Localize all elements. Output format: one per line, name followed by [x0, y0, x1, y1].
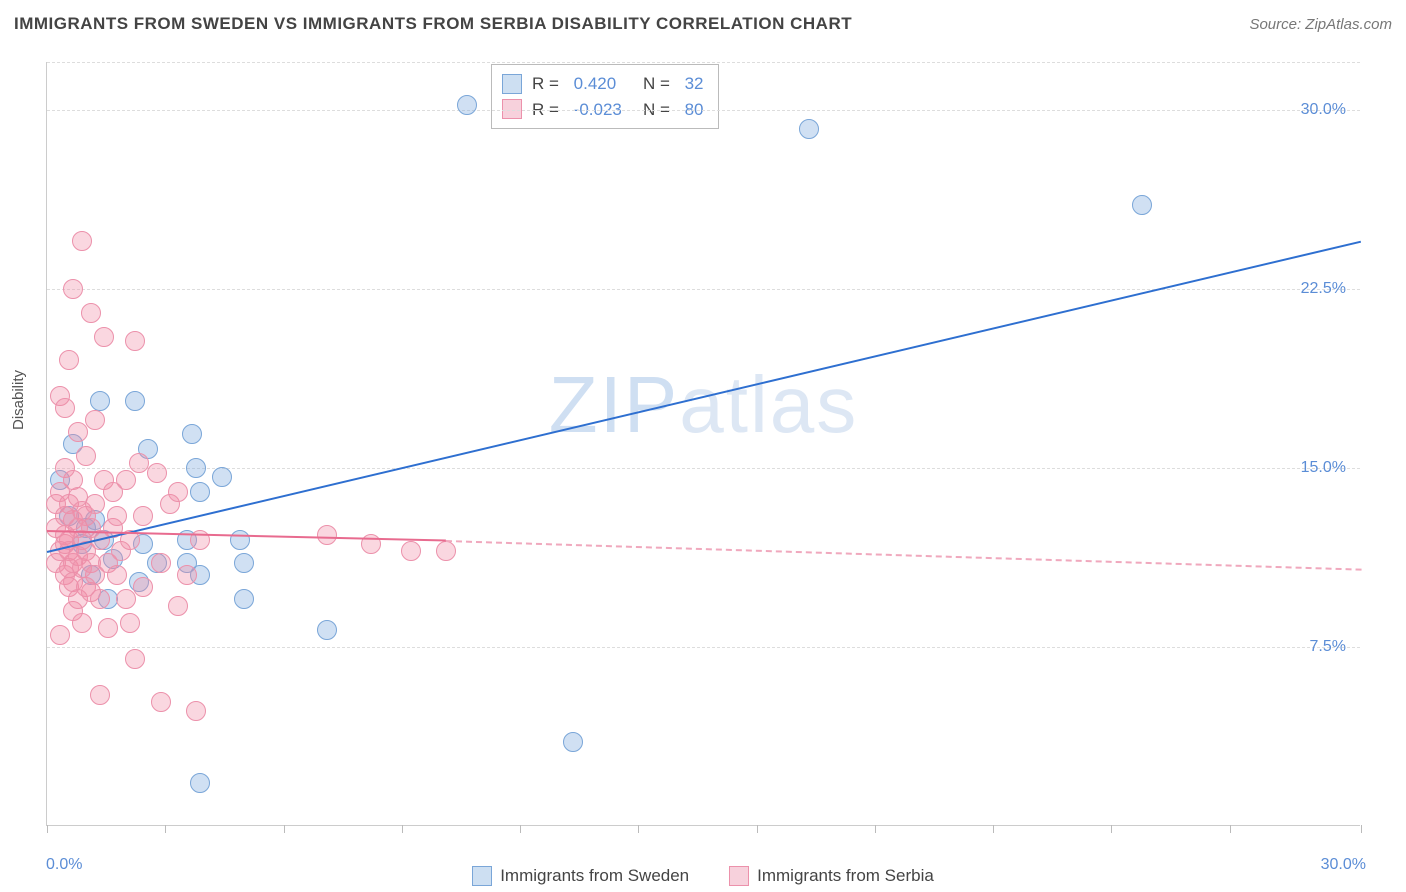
data-point	[72, 613, 92, 633]
legend-swatch	[502, 74, 522, 94]
data-point	[317, 620, 337, 640]
data-point	[85, 494, 105, 514]
x-tick	[1361, 825, 1362, 833]
stats-r-value: 0.420	[569, 71, 633, 97]
data-point	[168, 482, 188, 502]
data-point	[147, 463, 167, 483]
data-point	[50, 625, 70, 645]
legend-label: Immigrants from Serbia	[757, 866, 934, 886]
data-point	[81, 303, 101, 323]
gridline-h	[47, 110, 1360, 111]
stats-row: R = 0.420 N = 32	[502, 71, 704, 97]
legend-swatch	[472, 866, 492, 886]
data-point	[94, 327, 114, 347]
data-point	[90, 589, 110, 609]
data-point	[1132, 195, 1152, 215]
data-point	[76, 446, 96, 466]
legend-label: Immigrants from Sweden	[500, 866, 689, 886]
data-point	[799, 119, 819, 139]
data-point	[436, 541, 456, 561]
x-tick	[1230, 825, 1231, 833]
x-tick	[520, 825, 521, 833]
data-point	[68, 422, 88, 442]
data-point	[234, 553, 254, 573]
data-point	[72, 231, 92, 251]
data-point	[401, 541, 421, 561]
data-point	[563, 732, 583, 752]
data-point	[190, 773, 210, 793]
bottom-legend: Immigrants from Sweden Immigrants from Se…	[0, 866, 1406, 886]
data-point	[212, 467, 232, 487]
data-point	[85, 410, 105, 430]
gridline-h	[47, 468, 1360, 469]
data-point	[55, 398, 75, 418]
data-point	[457, 95, 477, 115]
y-axis-label: Disability	[10, 370, 27, 430]
data-point	[186, 458, 206, 478]
plot-area: ZIPatlas R = 0.420N = 32R = -0.023N = 80…	[46, 62, 1360, 826]
regression-line	[446, 540, 1361, 571]
data-point	[186, 701, 206, 721]
chart-title: IMMIGRANTS FROM SWEDEN VS IMMIGRANTS FRO…	[14, 14, 852, 34]
stats-n-value: 32	[680, 71, 704, 97]
data-point	[151, 553, 171, 573]
watermark-zip: ZIP	[549, 360, 679, 449]
data-point	[151, 692, 171, 712]
data-point	[230, 530, 250, 550]
data-point	[190, 530, 210, 550]
data-point	[168, 596, 188, 616]
data-point	[63, 279, 83, 299]
x-tick	[638, 825, 639, 833]
data-point	[107, 565, 127, 585]
x-tick	[993, 825, 994, 833]
y-tick-label: 15.0%	[1301, 459, 1346, 477]
stats-n-label: N =	[643, 71, 670, 97]
legend-item: Immigrants from Serbia	[729, 866, 934, 886]
chart-header: IMMIGRANTS FROM SWEDEN VS IMMIGRANTS FRO…	[14, 14, 1392, 34]
y-tick-label: 22.5%	[1301, 280, 1346, 298]
x-tick	[1111, 825, 1112, 833]
data-point	[120, 613, 140, 633]
x-tick	[757, 825, 758, 833]
data-point	[107, 506, 127, 526]
data-point	[190, 482, 210, 502]
x-tick	[875, 825, 876, 833]
data-point	[90, 685, 110, 705]
legend-item: Immigrants from Sweden	[472, 866, 689, 886]
gridline-h	[47, 62, 1360, 63]
x-tick	[47, 825, 48, 833]
data-point	[177, 565, 197, 585]
x-tick	[402, 825, 403, 833]
data-point	[116, 470, 136, 490]
legend-swatch	[729, 866, 749, 886]
data-point	[125, 331, 145, 351]
gridline-h	[47, 647, 1360, 648]
data-point	[98, 618, 118, 638]
watermark: ZIPatlas	[549, 359, 858, 451]
data-point	[133, 506, 153, 526]
stats-r-label: R =	[532, 71, 559, 97]
source-label: Source: ZipAtlas.com	[1249, 16, 1392, 33]
data-point	[125, 649, 145, 669]
data-point	[133, 577, 153, 597]
data-point	[90, 391, 110, 411]
y-tick-label: 30.0%	[1301, 101, 1346, 119]
y-tick-label: 7.5%	[1310, 638, 1346, 656]
data-point	[317, 525, 337, 545]
data-point	[116, 589, 136, 609]
x-tick	[165, 825, 166, 833]
data-point	[234, 589, 254, 609]
x-tick	[284, 825, 285, 833]
data-point	[125, 391, 145, 411]
data-point	[59, 350, 79, 370]
stats-legend-box: R = 0.420N = 32R = -0.023N = 80	[491, 64, 719, 129]
watermark-atlas: atlas	[679, 360, 858, 449]
data-point	[182, 424, 202, 444]
